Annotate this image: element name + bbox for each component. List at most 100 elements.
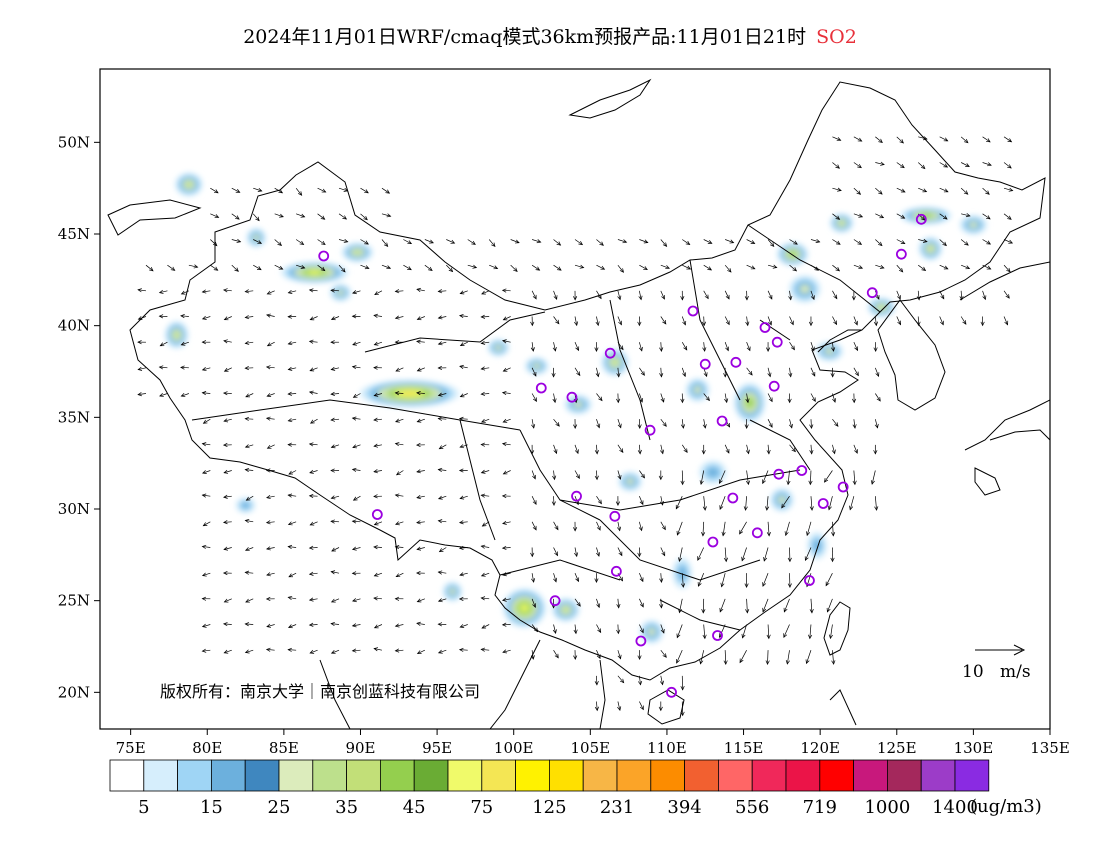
lon-tick-label: 115E bbox=[724, 739, 764, 757]
lat-tick-label: 35N bbox=[58, 408, 90, 426]
station-marker bbox=[604, 347, 616, 359]
station-marker bbox=[666, 686, 677, 698]
station-marker bbox=[796, 465, 808, 476]
station-marker bbox=[716, 415, 728, 427]
map-title: 2024年11月01日WRF/cmaq模式36km预报产品:11月01日21时 S… bbox=[0, 22, 1100, 49]
lat-tick-label: 40N bbox=[58, 317, 90, 335]
station-marker bbox=[895, 248, 907, 260]
legend-label: 1000 bbox=[864, 797, 910, 818]
wind-scale: 10 m/s bbox=[962, 644, 1031, 682]
legend-swatch bbox=[379, 759, 415, 792]
station-marker bbox=[610, 565, 622, 577]
station-marker bbox=[771, 336, 783, 348]
legend-swatch bbox=[312, 759, 347, 792]
lon-tick-label: 75E bbox=[116, 739, 146, 757]
station-marker bbox=[699, 358, 711, 370]
legend-swatch bbox=[177, 759, 212, 792]
station-marker bbox=[804, 575, 815, 586]
station-marker bbox=[566, 391, 578, 403]
lat-tick-label: 50N bbox=[58, 133, 90, 151]
station-marker bbox=[609, 510, 621, 522]
legend-swatch bbox=[751, 759, 787, 792]
legend-swatch bbox=[515, 759, 550, 792]
legend-label: 5 bbox=[138, 797, 149, 818]
legend-swatch bbox=[954, 759, 990, 792]
legend-swatch bbox=[920, 759, 956, 792]
legend-swatch bbox=[447, 759, 483, 792]
lon-tick-label: 105E bbox=[571, 739, 611, 757]
legend-label: 1400 bbox=[932, 797, 978, 818]
legend-swatch bbox=[582, 759, 618, 792]
station-marker bbox=[759, 322, 771, 333]
lon-tick-label: 120E bbox=[800, 739, 840, 757]
lon-tick-label: 125E bbox=[877, 739, 917, 757]
lon-tick-label: 130E bbox=[954, 739, 994, 757]
lat-tick-label: 30N bbox=[58, 500, 90, 518]
legend-label: 231 bbox=[600, 797, 634, 818]
legend-swatch bbox=[650, 759, 685, 792]
legend-label: 45 bbox=[403, 797, 426, 818]
legend-swatch bbox=[684, 759, 719, 792]
city-stations bbox=[318, 213, 927, 698]
legend-swatch bbox=[549, 759, 584, 792]
station-marker bbox=[535, 382, 547, 394]
station-marker bbox=[773, 468, 785, 480]
title-species: SO2 bbox=[816, 26, 857, 48]
station-marker bbox=[837, 481, 849, 493]
lat-tick-label: 20N bbox=[58, 683, 90, 701]
legend-label: 75 bbox=[470, 797, 493, 818]
station-marker bbox=[707, 536, 719, 548]
legend-label: 556 bbox=[735, 797, 769, 818]
copyright-text: 版权所有：南京大学｜南京创蓝科技有限公司 bbox=[160, 682, 480, 701]
legend-swatch bbox=[109, 759, 145, 792]
lon-tick-label: 100E bbox=[494, 739, 534, 757]
latitude-axis: 50N 45N 40N 35N 30N 25N 20N bbox=[58, 133, 100, 701]
legend-swatch bbox=[616, 759, 652, 792]
station-marker bbox=[915, 213, 927, 225]
station-marker bbox=[635, 635, 647, 647]
legend-label: 15 bbox=[200, 797, 223, 818]
lon-tick-label: 135E bbox=[1030, 739, 1070, 757]
station-marker bbox=[730, 356, 742, 368]
station-marker bbox=[571, 490, 582, 502]
lon-tick-label: 90E bbox=[345, 739, 375, 757]
lon-tick-label: 80E bbox=[192, 739, 222, 757]
lon-tick-label: 110E bbox=[647, 739, 687, 757]
legend-swatch bbox=[244, 759, 280, 792]
legend-swatch bbox=[143, 759, 179, 792]
color-legend: 5 15 25 35 45 75 125 231 394 556 719 1000 1400 bbox=[109, 759, 990, 818]
legend-swatch bbox=[210, 759, 246, 792]
legend-swatch bbox=[346, 759, 381, 792]
station-marker bbox=[687, 305, 699, 317]
station-marker bbox=[644, 424, 656, 436]
legend-swatch bbox=[718, 759, 753, 792]
legend-label: 719 bbox=[803, 797, 837, 818]
legend-label: 394 bbox=[667, 797, 701, 818]
coastline-boundaries bbox=[107, 78, 1050, 729]
wind-scale-value: 10 bbox=[962, 662, 984, 682]
legend-label: 35 bbox=[335, 797, 358, 818]
station-marker bbox=[318, 250, 330, 262]
wind-scale-unit: m/s bbox=[1000, 662, 1031, 682]
title-main: 2024年11月01日WRF/cmaq模式36km预报产品:11月01日21时 bbox=[243, 26, 807, 48]
legend-label: 25 bbox=[268, 797, 291, 818]
station-marker bbox=[768, 380, 780, 392]
wind-vectors bbox=[137, 136, 1014, 717]
concentration-shading bbox=[164, 172, 988, 644]
legend-label: 125 bbox=[532, 797, 566, 818]
station-marker bbox=[817, 498, 829, 509]
legend-swatch bbox=[887, 759, 922, 792]
legend-swatch bbox=[278, 759, 314, 792]
station-marker bbox=[371, 509, 383, 520]
longitude-axis: 75E 80E 85E 90E 95E 100E 105E 110E 115E 120E 125E 1… bbox=[116, 729, 1070, 757]
lat-tick-label: 25N bbox=[58, 592, 90, 610]
station-marker bbox=[751, 527, 763, 539]
station-marker bbox=[549, 595, 561, 607]
station-marker bbox=[866, 287, 878, 299]
legend-swatch bbox=[785, 759, 821, 792]
station-marker bbox=[712, 630, 723, 641]
legend-unit: (ug/m3) bbox=[970, 796, 1042, 817]
plot-frame bbox=[99, 68, 1051, 730]
station-marker bbox=[727, 492, 739, 504]
